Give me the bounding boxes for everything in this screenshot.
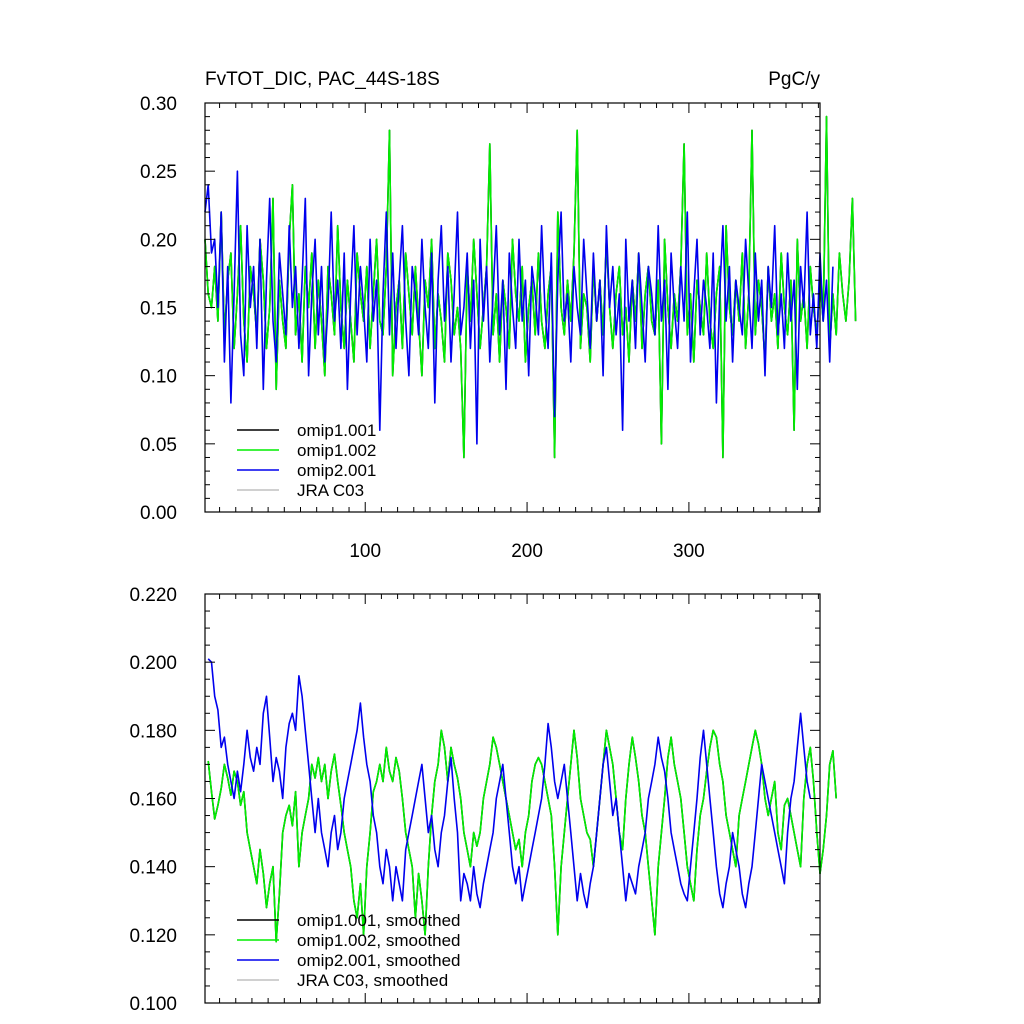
x-tick-label: 200 <box>511 541 543 562</box>
y-tick-label: 0.30 <box>140 94 177 115</box>
top-panel-units: PgC/y <box>768 69 820 90</box>
y-tick-label: 0.20 <box>140 230 177 251</box>
bottom-panel: 0.100 0.120 0.140 0.160 0.180 0.200 0.220 omip1… <box>129 585 837 1015</box>
legend-label: JRA C03, smoothed <box>297 971 448 990</box>
legend-label: omip2.001 <box>297 461 376 480</box>
y-tick-label: 0.10 <box>140 367 177 388</box>
y-tick-label: 0.140 <box>129 858 177 879</box>
legend-label: omip1.001 <box>297 421 376 440</box>
legend-label: omip2.001, smoothed <box>297 951 461 970</box>
x-tick-label: 300 <box>673 541 705 562</box>
legend-label: omip1.002, smoothed <box>297 931 461 950</box>
y-tick-label: 0.120 <box>129 926 177 947</box>
y-tick-label: 0.15 <box>140 299 177 320</box>
y-tick-label: 0.220 <box>129 585 177 606</box>
legend-label: omip1.001, smoothed <box>297 911 461 930</box>
series-line-omip2-001 <box>204 170 834 445</box>
top-panel-title: FvTOT_DIC, PAC_44S-18S <box>205 69 440 90</box>
y-tick-label: 0.160 <box>129 790 177 811</box>
series-line-omip1-002 <box>204 115 857 459</box>
y-tick-label: 0.200 <box>129 653 177 674</box>
legend-label: omip1.002 <box>297 441 376 460</box>
x-tick-label: 100 <box>349 541 381 562</box>
y-tick-label: 0.100 <box>129 994 177 1015</box>
y-tick-label: 0.05 <box>140 435 177 456</box>
y-tick-label: 0.180 <box>129 721 177 742</box>
y-tick-label: 0.00 <box>140 503 177 524</box>
legend-label: JRA C03 <box>297 481 364 500</box>
y-tick-label: 0.25 <box>140 162 177 183</box>
top-panel: FvTOT_DIC, PAC_44S-18S PgC/y 0.00 0.05 0.1… <box>140 69 857 562</box>
series-line-omip2-001-smoothed <box>207 658 812 909</box>
